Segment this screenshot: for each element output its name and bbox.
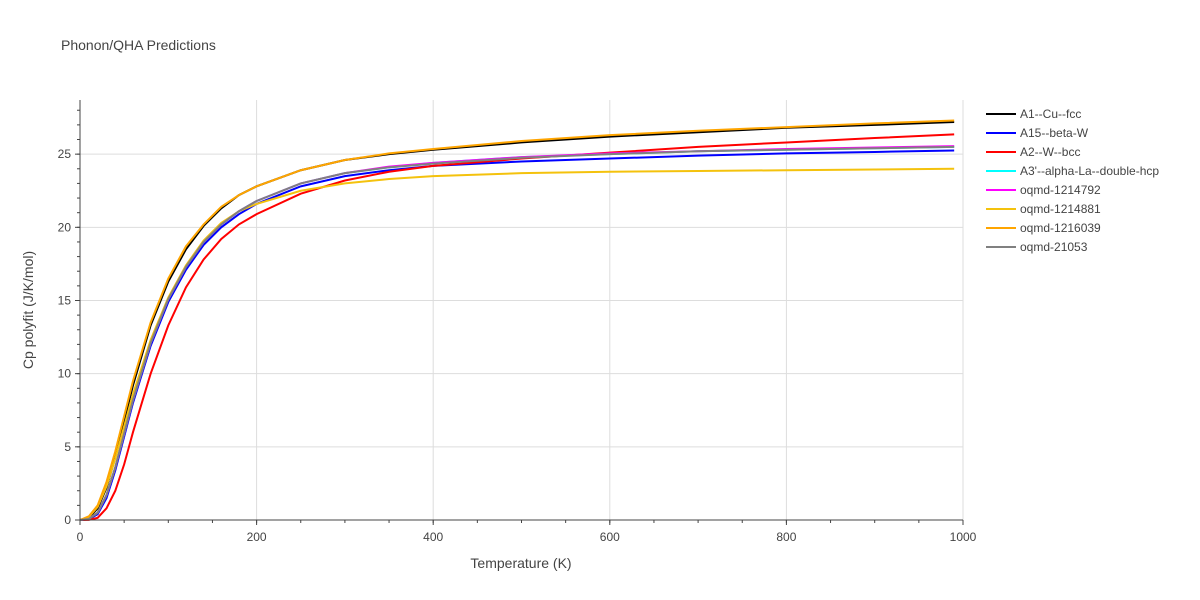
x-tick-label: 0 — [77, 530, 84, 544]
legend-label: oqmd-1216039 — [1020, 221, 1101, 235]
series-line[interactable] — [79, 167, 955, 521]
series-line[interactable] — [79, 145, 955, 521]
legend-item[interactable]: A1--Cu--fcc — [986, 107, 1081, 121]
series-line[interactable] — [79, 145, 955, 521]
legend-item[interactable]: oqmd-1216039 — [986, 221, 1101, 235]
y-tick-label: 5 — [64, 440, 71, 454]
y-tick-label: 25 — [58, 147, 72, 161]
x-tick-label: 600 — [600, 530, 620, 544]
legend-item[interactable]: oqmd-1214792 — [986, 183, 1101, 197]
legend-item[interactable]: oqmd-21053 — [986, 240, 1088, 254]
x-axis-title: Temperature (K) — [470, 555, 571, 571]
x-tick-label: 800 — [776, 530, 796, 544]
legend-label: oqmd-21053 — [1020, 240, 1088, 254]
legend-label: A3'--alpha-La--double-hcp — [1020, 164, 1159, 178]
y-axis-title: Cp polyfit (J/K/mol) — [20, 251, 36, 369]
x-tick-label: 400 — [423, 530, 443, 544]
x-tick-label: 200 — [247, 530, 267, 544]
legend-label: oqmd-1214792 — [1020, 183, 1101, 197]
series-line[interactable] — [79, 120, 955, 521]
series-layer — [79, 119, 955, 521]
y-tick-label: 10 — [58, 367, 72, 381]
legend-label: A15--beta-W — [1020, 126, 1089, 140]
axes: 0 200 400 600 800 1000 0 5 10 15 20 25 — [58, 100, 977, 544]
legend-item[interactable]: A2--W--bcc — [986, 145, 1080, 159]
y-tick-label: 0 — [64, 513, 71, 527]
chart-title: Phonon/QHA Predictions — [61, 37, 216, 53]
series-line[interactable] — [79, 119, 955, 521]
legend-item[interactable]: oqmd-1214881 — [986, 202, 1101, 216]
y-tick-label: 15 — [58, 293, 72, 307]
series-line[interactable] — [79, 149, 955, 521]
legend-label: A2--W--bcc — [1020, 145, 1080, 159]
legend[interactable]: A1--Cu--fcc A15--beta-W A2--W--bcc A3'--alp… — [986, 107, 1159, 254]
legend-item[interactable]: A15--beta-W — [986, 126, 1089, 140]
legend-label: A1--Cu--fcc — [1020, 107, 1081, 121]
grid-lines — [80, 100, 964, 520]
series-line[interactable] — [79, 133, 955, 521]
y-tick-label: 20 — [58, 220, 72, 234]
series-line[interactable] — [79, 145, 955, 521]
legend-item[interactable]: A3'--alpha-La--double-hcp — [986, 164, 1159, 178]
legend-label: oqmd-1214881 — [1020, 202, 1101, 216]
x-tick-label: 1000 — [950, 530, 977, 544]
